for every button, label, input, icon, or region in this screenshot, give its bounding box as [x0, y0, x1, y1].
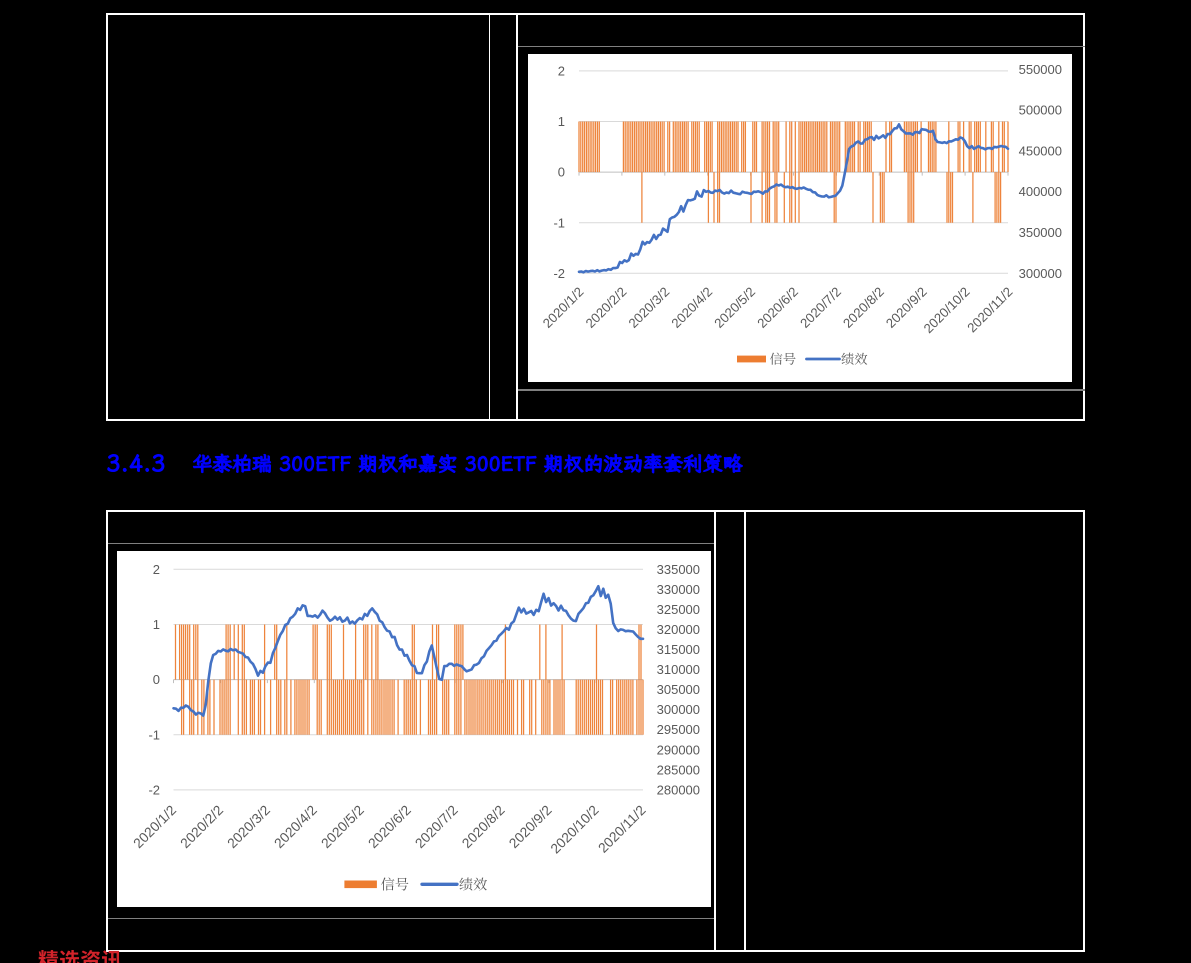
svg-text:2: 2: [558, 63, 565, 78]
svg-text:350000: 350000: [1019, 224, 1062, 239]
svg-text:0: 0: [153, 672, 160, 687]
svg-text:1: 1: [558, 114, 565, 129]
svg-text:320000: 320000: [657, 622, 700, 637]
svg-text:290000: 290000: [657, 742, 700, 757]
svg-text:0: 0: [558, 164, 565, 179]
svg-text:550000: 550000: [1019, 61, 1062, 76]
svg-text:1: 1: [153, 617, 160, 632]
svg-text:450000: 450000: [1019, 143, 1062, 158]
svg-text:300000: 300000: [657, 702, 700, 717]
svg-text:330000: 330000: [657, 581, 700, 596]
svg-text:2: 2: [153, 562, 160, 577]
svg-text:285000: 285000: [657, 762, 700, 777]
svg-text:-2: -2: [553, 265, 565, 280]
svg-text:-1: -1: [148, 727, 160, 742]
svg-text:-1: -1: [553, 215, 565, 230]
svg-text:-2: -2: [148, 782, 160, 797]
svg-text:500000: 500000: [1019, 102, 1062, 117]
svg-text:300000: 300000: [1019, 265, 1062, 280]
svg-text:400000: 400000: [1019, 184, 1062, 199]
svg-text:295000: 295000: [657, 722, 700, 737]
svg-text:335000: 335000: [657, 561, 700, 576]
svg-text:280000: 280000: [657, 782, 700, 797]
svg-text:315000: 315000: [657, 642, 700, 657]
svg-text:310000: 310000: [657, 662, 700, 677]
svg-text:305000: 305000: [657, 682, 700, 697]
svg-text:325000: 325000: [657, 602, 700, 617]
